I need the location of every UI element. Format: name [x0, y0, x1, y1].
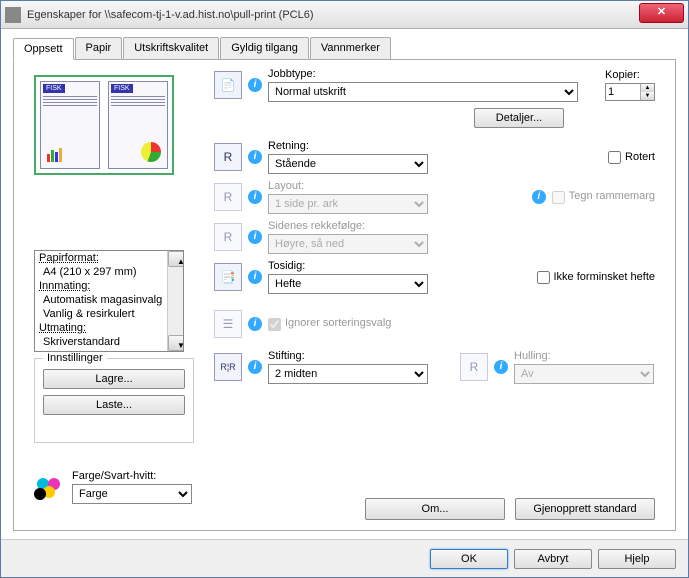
info-icon[interactable]: i — [494, 360, 508, 374]
laste-button[interactable]: Laste... — [43, 395, 185, 415]
jobbtype-label: Jobbtype: — [268, 68, 589, 80]
stifting-label: Stifting: — [268, 350, 428, 362]
printer-icon — [5, 7, 21, 23]
spin-down[interactable]: ▼ — [640, 92, 654, 100]
preview-thumbnail — [34, 75, 174, 175]
info-icon[interactable]: i — [248, 317, 262, 331]
hjelp-button[interactable]: Hjelp — [598, 549, 676, 569]
list-item[interactable]: A4 (210 x 297 mm) — [35, 265, 183, 279]
info-icon[interactable]: i — [248, 150, 262, 164]
kopier-spinner[interactable]: ▲▼ — [605, 83, 655, 101]
window-title: Egenskaper for \\safecom-tj-1-v.ad.hist.… — [27, 9, 639, 21]
ignorer-checkbox: Ignorer sorteringsvalg — [268, 317, 391, 331]
scroll-down[interactable]: ▼ — [168, 335, 184, 351]
ok-button[interactable]: OK — [430, 549, 508, 569]
retning-label: Retning: — [268, 140, 602, 152]
layout-label: Layout: — [268, 180, 526, 192]
close-button[interactable]: ✕ — [639, 3, 684, 23]
tab-utskriftskvalitet[interactable]: Utskriftskvalitet — [123, 37, 219, 59]
innstillinger-group: Innstillinger Lagre... Laste... — [34, 358, 194, 443]
info-icon[interactable]: i — [248, 360, 262, 374]
tosidig-select[interactable]: Hefte — [268, 274, 428, 294]
tosidig-label: Tosidig: — [268, 260, 531, 272]
scroll-up[interactable]: ▲ — [168, 251, 184, 267]
hulling-select: Av — [514, 364, 654, 384]
tab-vannmerker[interactable]: Vannmerker — [310, 37, 391, 59]
papirformat-list[interactable]: Papirformat: A4 (210 x 297 mm) Innmating… — [34, 250, 184, 352]
tegn-checkbox: Tegn rammemarg — [552, 190, 655, 204]
lagre-button[interactable]: Lagre... — [43, 369, 185, 389]
info-icon[interactable]: i — [248, 190, 262, 204]
titlebar: Egenskaper for \\safecom-tj-1-v.ad.hist.… — [1, 1, 688, 29]
tab-papir[interactable]: Papir — [75, 37, 123, 59]
orientation-icon: R — [214, 143, 242, 171]
dialog-footer: OK Avbryt Hjelp — [1, 539, 688, 577]
sidenes-select: Høyre, så ned — [268, 234, 428, 254]
jobtype-icon: 📄 — [214, 71, 242, 99]
tab-oppsett[interactable]: Oppsett — [13, 38, 74, 60]
gjenopprett-button[interactable]: Gjenopprett standard — [515, 498, 655, 520]
list-item[interactable]: Skriverstandard — [35, 335, 183, 349]
jobbtype-select[interactable]: Normal utskrift — [268, 82, 578, 102]
list-item[interactable]: Vanlig & resirkulert — [35, 307, 183, 321]
info-icon[interactable]: i — [532, 190, 546, 204]
info-icon[interactable]: i — [248, 270, 262, 284]
hulling-label: Hulling: — [514, 350, 654, 362]
duplex-icon: 📑 — [214, 263, 242, 291]
pageorder-icon: R — [214, 223, 242, 251]
sort-icon: ☰ — [214, 310, 242, 338]
tab-gyldig[interactable]: Gyldig tilgang — [220, 37, 309, 59]
layout-select: 1 side pr. ark — [268, 194, 428, 214]
innstillinger-label: Innstillinger — [43, 352, 107, 364]
info-icon[interactable]: i — [248, 78, 262, 92]
kopier-input[interactable] — [606, 84, 640, 100]
om-button[interactable]: Om... — [365, 498, 505, 520]
info-icon[interactable]: i — [248, 230, 262, 244]
staple-icon: R¦R — [214, 353, 242, 381]
list-header: Utmating: — [35, 321, 183, 335]
layout-icon: R — [214, 183, 242, 211]
spin-up[interactable]: ▲ — [640, 84, 654, 92]
tabs: Oppsett Papir Utskriftskvalitet Gyldig t… — [13, 37, 676, 60]
stifting-select[interactable]: 2 midten — [268, 364, 428, 384]
farge-select[interactable]: Farge — [72, 484, 192, 504]
list-item[interactable]: Automatisk magasinvalg — [35, 293, 183, 307]
retning-select[interactable]: Stående — [268, 154, 428, 174]
punch-icon: R — [460, 353, 488, 381]
color-icon — [34, 478, 64, 502]
scrollbar[interactable]: ▲ ▼ — [167, 251, 183, 351]
list-header: Papirformat: — [35, 251, 183, 265]
rotert-checkbox[interactable]: Rotert — [608, 151, 655, 164]
farge-label: Farge/Svart-hvitt: — [72, 470, 192, 482]
ikke-checkbox[interactable]: Ikke forminsket hefte — [537, 271, 656, 284]
sidenes-label: Sidenes rekkefølge: — [268, 220, 655, 232]
detaljer-button[interactable]: Detaljer... — [474, 108, 564, 128]
avbryt-button[interactable]: Avbryt — [514, 549, 592, 569]
list-header: Innmating: — [35, 279, 183, 293]
kopier-label: Kopier: — [605, 69, 655, 81]
